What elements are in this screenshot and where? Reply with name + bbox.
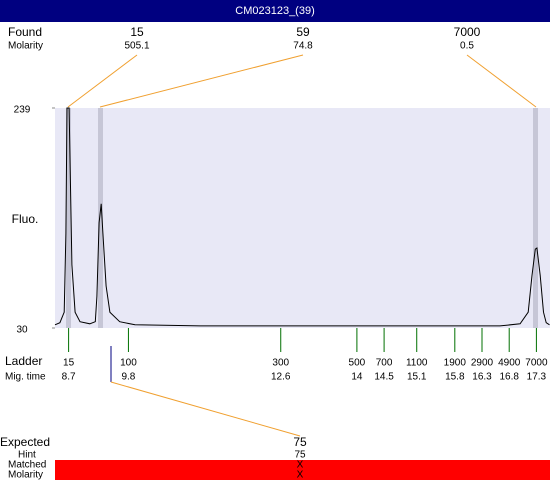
connector	[99, 54, 304, 108]
ladder-size: 700	[376, 358, 393, 369]
molarity-label: Molarity	[8, 470, 43, 480]
expected-value: 75	[293, 435, 307, 449]
ladder-size: 1100	[406, 358, 428, 369]
ladder-time: 15.8	[445, 372, 465, 383]
peak-band	[98, 108, 103, 328]
y-tick-label: 30	[16, 325, 28, 336]
hint-value: 75	[294, 450, 306, 461]
ladder-size: 4900	[498, 358, 521, 369]
plot-area	[55, 108, 550, 328]
y-axis-label: Fluo.	[12, 212, 39, 226]
ladder-time: 8.7	[62, 372, 76, 383]
found-size: 7000	[454, 25, 481, 39]
expected-label: Expected	[0, 435, 50, 449]
molarity-label: Molarity	[8, 41, 43, 52]
ladder-time: 15.1	[407, 372, 427, 383]
ladder-size: 100	[120, 358, 137, 369]
ladder-size: 7000	[525, 358, 548, 369]
ladder-time: 16.3	[472, 372, 492, 383]
ladder-time: 16.8	[499, 372, 519, 383]
ladder-label: Ladder	[5, 354, 42, 368]
ladder-size: 2900	[471, 358, 494, 369]
ladder-time: 17.3	[527, 372, 547, 383]
hint-label: Hint	[18, 450, 36, 461]
found-molarity: 74.8	[293, 41, 313, 52]
found-size: 15	[130, 25, 144, 39]
connector	[67, 54, 138, 108]
found-size: 59	[296, 25, 310, 39]
ladder-size: 500	[349, 358, 366, 369]
peak-band	[66, 108, 71, 328]
found-label: Found	[8, 25, 42, 39]
title: CM023123_(39)	[235, 5, 315, 17]
ladder-size: 300	[272, 358, 289, 369]
ladder-time: 9.8	[121, 372, 135, 383]
y-tick-label: 239	[14, 105, 31, 116]
peak-band	[533, 108, 538, 328]
ladder-time: 12.6	[271, 372, 291, 383]
ladder-time: 14	[351, 372, 363, 383]
connector	[110, 381, 301, 437]
matched-value: X	[297, 460, 304, 471]
matched-bar	[55, 460, 550, 480]
trace	[54, 107, 550, 327]
found-molarity: 0.5	[460, 41, 474, 52]
ladder-size: 15	[63, 358, 75, 369]
molarity-value: X	[297, 470, 304, 480]
mig-time-label: Mig. time	[5, 372, 46, 383]
found-molarity: 505.1	[124, 41, 149, 52]
ladder-time: 14.5	[374, 372, 394, 383]
connector	[466, 54, 537, 108]
matched-label: Matched	[8, 460, 46, 471]
title-bar	[0, 0, 550, 22]
ladder-size: 1900	[444, 358, 467, 369]
